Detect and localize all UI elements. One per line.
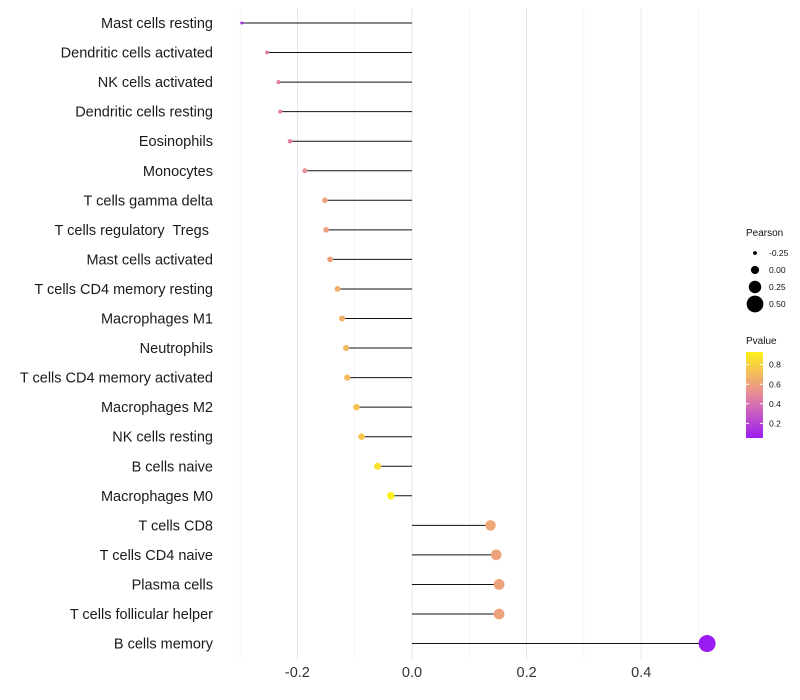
category-label: T cells CD4 memory activated — [20, 371, 213, 387]
category-label: Macrophages M1 — [101, 312, 213, 328]
category-label: NK cells activated — [98, 75, 213, 91]
lollipop-points — [240, 21, 716, 653]
lollipop-point — [322, 197, 328, 204]
lollipop-point — [334, 285, 341, 292]
lollipop-point — [493, 579, 505, 590]
lollipop-point — [353, 403, 360, 411]
x-tick-label: 0.2 — [517, 665, 537, 681]
size-legend-dot — [748, 280, 762, 294]
category-label: Plasma cells — [132, 577, 213, 593]
lollipop-point — [287, 138, 293, 144]
category-label: NK cells resting — [112, 430, 213, 446]
size-legend-dot — [746, 295, 764, 313]
lollipop-point — [265, 50, 269, 55]
lollipop-stems — [241, 22, 708, 645]
lollipop-point — [698, 635, 716, 653]
category-label: T cells CD8 — [138, 518, 213, 534]
size-legend-items: -0.25 0.00 0.25 0.50 — [746, 248, 789, 313]
lollipop-point — [344, 374, 351, 381]
color-legend-label: 0.2 — [769, 418, 781, 428]
size-legend-title: Pearson — [746, 228, 783, 239]
lollipop-point — [374, 462, 382, 470]
category-labels: Mast cells resting Dendritic cells activa… — [20, 16, 214, 653]
size-legend-dot — [753, 251, 757, 255]
category-label: Macrophages M2 — [101, 400, 213, 416]
category-label: T cells follicular helper — [70, 607, 213, 623]
color-legend-items: 0.8 0.6 0.4 0.2 — [746, 360, 781, 428]
x-tick-label: 0.4 — [631, 665, 651, 681]
lollipop-point — [327, 256, 333, 263]
category-label: T cells CD4 memory resting — [34, 282, 213, 298]
lollipop-point — [276, 80, 281, 85]
category-label: Mast cells activated — [86, 252, 213, 268]
color-legend-title: Pvalue — [746, 336, 777, 347]
category-label: Monocytes — [143, 164, 213, 180]
category-label: B cells memory — [114, 637, 214, 653]
lollipop-point — [339, 315, 346, 322]
category-label: Dendritic cells activated — [61, 46, 213, 62]
size-legend-label: 0.00 — [769, 265, 786, 275]
category-label: Macrophages M0 — [101, 489, 213, 505]
size-legend-label: -0.25 — [769, 248, 789, 258]
category-label: Dendritic cells resting — [75, 105, 213, 121]
lollipop-point — [490, 549, 502, 561]
lollipop-point — [240, 21, 244, 25]
size-legend-label: 0.50 — [769, 299, 786, 309]
category-label: B cells naive — [132, 459, 213, 475]
legend: Pearson -0.250.000.250.50 Pvalue 0.80.60… — [746, 228, 789, 438]
category-label: Neutrophils — [140, 341, 213, 357]
grid-lines — [239, 8, 699, 660]
size-legend-dot — [750, 265, 760, 275]
lollipop-point — [343, 344, 350, 352]
lollipop-point — [493, 608, 505, 620]
lollipop-point — [323, 227, 329, 233]
lollipop-point — [302, 168, 308, 174]
lollipop-point — [278, 109, 283, 114]
lollipop-point — [485, 520, 496, 531]
category-label: T cells CD4 naive — [100, 548, 213, 564]
x-tick-label: -0.2 — [285, 665, 310, 681]
x-axis-ticks: -0.2 0.0 0.2 0.4 — [285, 665, 651, 681]
category-label: Mast cells resting — [101, 16, 213, 32]
lollipop-point — [358, 433, 365, 441]
pvalue-colorbar — [746, 352, 763, 438]
category-label: T cells gamma delta — [84, 193, 214, 209]
lollipop-point — [387, 492, 395, 500]
color-legend-label: 0.6 — [769, 379, 781, 389]
color-legend-label: 0.4 — [769, 399, 781, 409]
size-legend-label: 0.25 — [769, 282, 786, 292]
category-label: T cells regulatory Tregs — [55, 223, 214, 239]
x-tick-label: 0.0 — [402, 665, 422, 681]
color-legend-label: 0.8 — [769, 360, 781, 370]
category-label: Eosinophils — [139, 134, 213, 150]
